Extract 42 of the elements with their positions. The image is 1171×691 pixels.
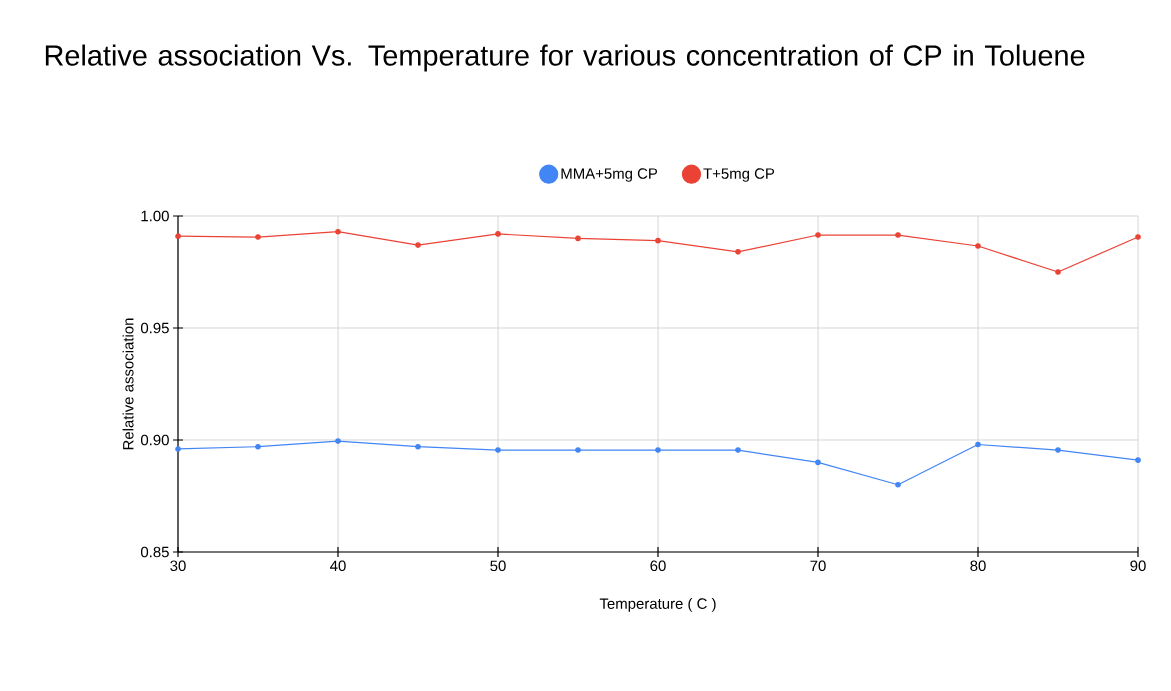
point: [175, 233, 181, 239]
point: [1055, 447, 1061, 453]
x-tick-label: 50: [490, 560, 506, 572]
point: [1135, 457, 1141, 463]
point: [495, 231, 501, 237]
point: [815, 459, 821, 466]
chart-title: Relative association Vs. Temperature for various concentration of CP in Toluene: [45, 44, 1085, 72]
point: [1055, 269, 1061, 275]
point: [415, 443, 421, 450]
point: [735, 447, 741, 453]
point: [335, 228, 341, 235]
point: [575, 235, 581, 242]
point: [735, 249, 741, 255]
x-tick-label: 90: [1130, 560, 1146, 572]
y-tick-label: 0.90: [140, 434, 169, 446]
point: [495, 447, 501, 453]
point: [575, 447, 581, 453]
point: [975, 441, 981, 448]
x-tick-label: 80: [970, 560, 986, 572]
point: [655, 237, 661, 244]
point: [1135, 234, 1141, 240]
point: [335, 438, 341, 444]
legend-label: T+5mg CP: [703, 168, 775, 182]
point: [255, 443, 261, 450]
point: [175, 446, 181, 452]
x-tick-label: 70: [810, 560, 826, 572]
point: [655, 447, 661, 453]
x-tick-label: 30: [170, 560, 186, 572]
point: [415, 242, 421, 248]
y-tick-label: 1.00: [141, 210, 169, 222]
point: [255, 234, 261, 240]
point: [895, 482, 901, 488]
legend-label: MMA+5mg CP: [561, 168, 658, 182]
x-tick-label: 60: [650, 560, 666, 572]
point: [975, 243, 981, 249]
y-tick-label: 0.95: [140, 322, 169, 334]
x-axis-title: Temperature ( C ): [599, 597, 716, 612]
point: [895, 232, 901, 238]
y-tick-label: 0.85: [140, 546, 169, 558]
y-axis-title: Relative association: [122, 318, 134, 450]
point: [815, 232, 821, 238]
x-tick-label: 40: [330, 560, 346, 572]
